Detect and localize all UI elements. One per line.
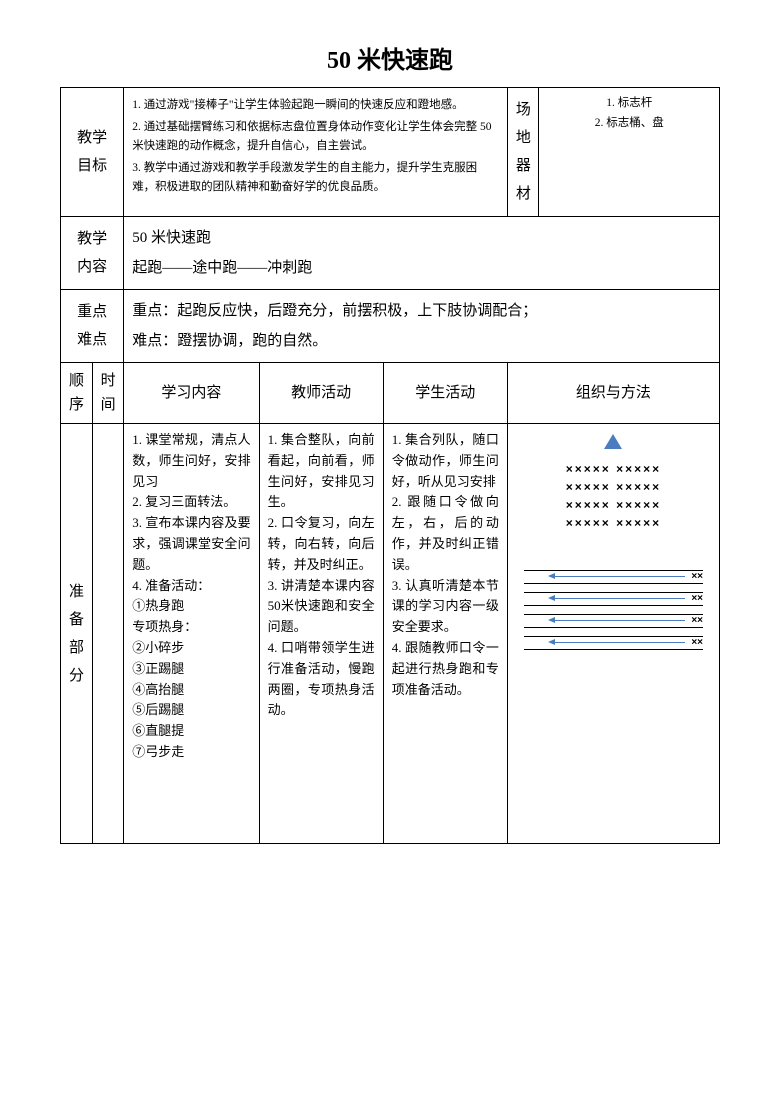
keypoints-text: 重点：起跑反应快，后蹬充分，前摆积极，上下肢协调配合； 难点：蹬摆协调，跑的自然… [124,290,720,363]
lane-row: ×× [524,570,703,584]
hdr-sequence: 顺序 [61,363,93,424]
label-keypoints: 重点 难点 [61,290,124,363]
lane-row: ×× [524,636,703,650]
formation-row: ××××× ××××× [512,478,715,496]
cell-diagram: ××××× ××××× ××××× ××××× ××××× ××××× ××××… [507,424,719,844]
equipment-text: 1. 标志杆 2. 标志桶、盘 [539,88,720,217]
arrow-icon [554,642,685,643]
goals-text: 1. 通过游戏"接棒子"让学生体验起跑一瞬间的快速反应和蹬地感。 2. 通过基础… [124,88,508,217]
formation-row: ××××× ××××× [512,460,715,478]
formation-row: ××××× ××××× [512,514,715,532]
hdr-method: 组织与方法 [507,363,719,424]
cell-study: 1. 课堂常规，清点人数，师生问好，安排见习2. 复习三面转法。3. 宣布本课内… [124,424,259,844]
formation-row: ××××× ××××× [512,496,715,514]
hdr-student: 学生活动 [383,363,507,424]
label-content: 教学 内容 [61,217,124,290]
label-equipment: 场 地 器 材 [507,88,539,217]
cell-student: 1. 集合列队，随口令做动作，师生问好，听从见习安排2. 跟随口令做向左，右，后… [383,424,507,844]
lane-row: ×× [524,614,703,628]
label-goals: 教学 目标 [61,88,124,217]
content-text: 50 米快速跑 起跑——途中跑——冲刺跑 [124,217,720,290]
lane-row: ×× [524,592,703,606]
label-prep: 准 备 部 分 [61,424,93,844]
cell-teacher: 1. 集合整队，向前看起，向前看，师生问好，安排见习生。2. 口令复习，向左转，… [259,424,383,844]
hdr-teacher: 教师活动 [259,363,383,424]
page-title: 50 米快速跑 [60,40,720,75]
arrow-icon [554,576,685,577]
hdr-study: 学习内容 [124,363,259,424]
cell-time-empty [92,424,124,844]
arrow-icon [554,620,685,621]
lesson-plan-table: 教学 目标 1. 通过游戏"接棒子"让学生体验起跑一瞬间的快速反应和蹬地感。 2… [60,87,720,844]
triangle-icon [604,434,622,449]
arrow-icon [554,598,685,599]
hdr-time: 时间 [92,363,124,424]
